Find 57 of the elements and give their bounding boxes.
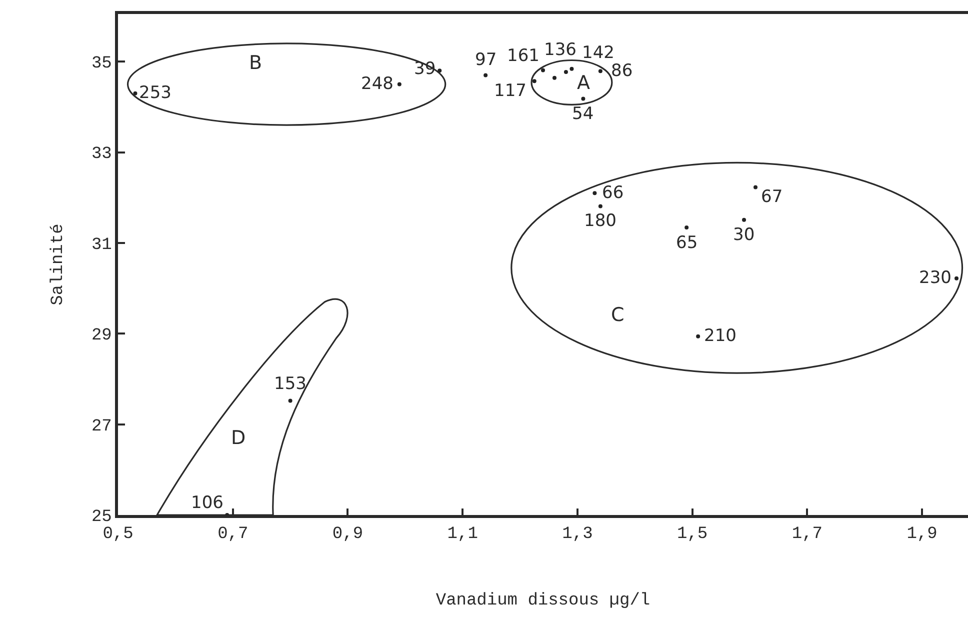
point <box>581 96 586 101</box>
annotation: 97 <box>475 50 497 70</box>
annotation: 67 <box>761 187 783 207</box>
point <box>484 73 488 78</box>
annotation: 161 <box>507 46 540 66</box>
y-tick-label: 35 <box>91 54 112 74</box>
point <box>552 76 556 80</box>
x-axis-title: Vanadium dissous µg/l <box>436 592 650 611</box>
annotation: 210 <box>704 326 736 346</box>
annotation: 248 <box>361 74 394 94</box>
x-tick-label: 1,1 <box>447 525 478 544</box>
annotation: 153 <box>274 374 306 394</box>
point <box>684 226 689 230</box>
y-axis-title: Salinité <box>48 224 68 306</box>
y-tick-label: 33 <box>91 145 112 164</box>
x-tick-label: 1,7 <box>792 525 822 544</box>
annotation: A <box>577 72 590 94</box>
annotation: 136 <box>544 40 576 60</box>
point <box>754 185 758 190</box>
annotation: 117 <box>494 81 526 101</box>
point <box>397 82 402 86</box>
y-tick-label: 31 <box>91 236 112 255</box>
point <box>438 68 442 73</box>
point <box>592 191 597 196</box>
point <box>696 334 700 338</box>
point <box>598 69 602 74</box>
point <box>532 79 536 84</box>
annotation: C <box>611 304 624 326</box>
y-tick-label: 25 <box>91 508 112 527</box>
point <box>133 91 138 96</box>
x-tick-label: 1,5 <box>677 525 708 544</box>
x-tick-label: 1,3 <box>562 525 593 544</box>
annotation: 65 <box>676 233 698 253</box>
point <box>954 276 959 280</box>
annotation: 54 <box>572 104 594 124</box>
annotation: 253 <box>139 83 172 103</box>
annotation: 86 <box>611 61 633 81</box>
annotation: 142 <box>582 43 614 63</box>
x-tick-label: 1,9 <box>906 525 938 544</box>
annotation: D <box>231 427 246 449</box>
x-tick-label: 0,5 <box>102 525 134 544</box>
x-tick-label: 0,7 <box>218 525 248 544</box>
annotation: 106 <box>191 493 224 513</box>
point <box>598 204 602 208</box>
point <box>564 70 568 74</box>
point <box>742 218 746 222</box>
annotation: 30 <box>733 225 755 245</box>
annotation: 66 <box>602 183 624 203</box>
point <box>541 68 545 72</box>
annotation: 180 <box>584 211 616 231</box>
point <box>570 66 574 71</box>
y-tick-label: 27 <box>91 417 112 436</box>
y-tick-label: 29 <box>91 326 112 346</box>
point <box>288 398 292 403</box>
annotation: 230 <box>919 268 952 288</box>
annotation: B <box>249 52 262 74</box>
x-tick-label: 0,9 <box>332 525 364 544</box>
